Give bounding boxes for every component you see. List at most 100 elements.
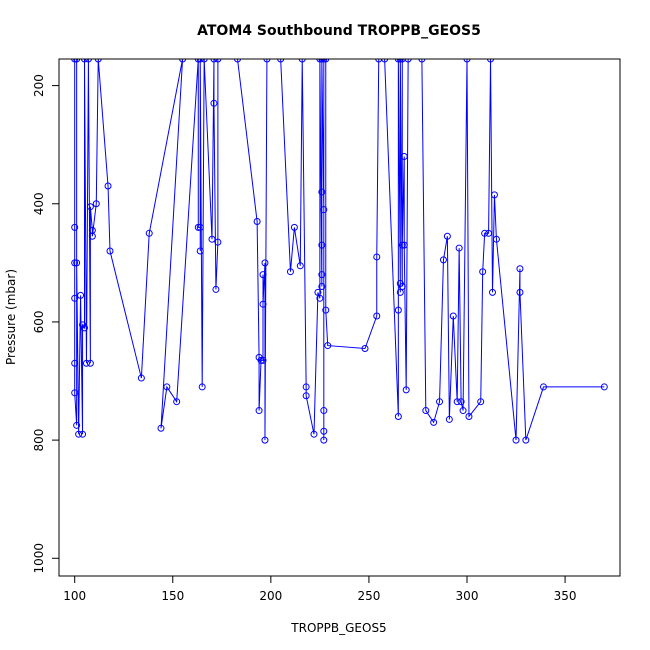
data-point <box>600 383 608 391</box>
data-point <box>318 59 326 63</box>
data-point <box>320 427 328 435</box>
data-point <box>381 59 389 63</box>
data-point <box>234 59 241 63</box>
data-point <box>439 256 447 264</box>
data-point <box>173 398 181 406</box>
data-point <box>194 59 202 63</box>
data-point <box>436 398 444 406</box>
data-point <box>516 265 524 273</box>
data-point <box>422 407 430 415</box>
data-point <box>430 418 438 426</box>
y-tick-label: 200 <box>32 74 46 97</box>
data-point <box>179 59 187 63</box>
x-tick-label: 150 <box>161 589 184 603</box>
data-point <box>320 436 328 444</box>
data-point <box>320 206 328 214</box>
data-point <box>86 203 94 211</box>
plot-area <box>71 59 608 444</box>
data-point <box>298 59 306 63</box>
data-point <box>286 268 294 276</box>
data-point <box>210 99 218 107</box>
data-point <box>79 430 87 438</box>
data-point <box>208 235 216 243</box>
data-point <box>214 59 222 63</box>
data-point <box>71 259 79 267</box>
data-point <box>214 238 222 246</box>
data-point <box>104 182 112 190</box>
data-point <box>490 191 498 199</box>
data-point <box>398 282 406 290</box>
y-axis-label: Pressure (mbar) <box>4 269 18 365</box>
data-point <box>259 271 267 279</box>
data-point <box>86 359 94 367</box>
data-point <box>489 288 496 296</box>
data-point <box>516 288 524 296</box>
data-point <box>94 59 102 63</box>
data-point <box>522 436 530 444</box>
data-point <box>73 59 81 63</box>
data-point <box>137 374 145 382</box>
data-point <box>196 223 204 231</box>
data-point <box>398 59 406 63</box>
data-point <box>71 59 79 63</box>
x-tick-label: 250 <box>357 589 380 603</box>
chart-title: ATOM4 Southbound TROPPB_GEOS5 <box>197 23 481 39</box>
data-point <box>316 59 324 63</box>
data-point <box>261 436 269 444</box>
x-tick-label: 300 <box>456 589 479 603</box>
data-point <box>394 59 402 63</box>
data-point <box>253 217 261 225</box>
data-point <box>322 306 330 314</box>
x-tick-label: 100 <box>63 589 86 603</box>
data-point <box>255 407 263 415</box>
data-point <box>512 436 520 444</box>
data-point <box>81 324 88 332</box>
data-point <box>77 291 85 299</box>
data-point <box>320 59 328 63</box>
data-point <box>212 285 220 293</box>
data-point <box>445 415 453 423</box>
data-point <box>145 229 153 237</box>
data-point <box>318 282 326 290</box>
data-point <box>492 235 500 243</box>
y-tick-label: 1000 <box>32 543 46 574</box>
y-tick-label: 600 <box>32 310 46 333</box>
data-point <box>396 59 404 63</box>
data-point <box>71 389 79 397</box>
data-point <box>373 253 381 261</box>
series-line <box>74 59 605 441</box>
data-point <box>81 59 88 63</box>
data-point <box>373 312 381 320</box>
data-point <box>400 241 408 249</box>
data-point <box>394 306 402 314</box>
data-point <box>71 359 79 367</box>
data-point <box>453 398 461 406</box>
data-point <box>163 383 171 391</box>
x-axis-label: TROPPB_GEOS5 <box>290 621 386 635</box>
data-point <box>455 244 463 252</box>
data-point <box>465 412 473 420</box>
data-point <box>259 300 267 308</box>
data-point <box>200 59 208 63</box>
x-axis: 100 150 200 250 300 350 <box>63 575 577 603</box>
data-point <box>198 383 206 391</box>
data-point <box>75 430 83 438</box>
data-point <box>477 398 485 406</box>
data-point <box>196 59 204 63</box>
data-point <box>481 229 489 237</box>
y-tick-label: 800 <box>32 429 46 452</box>
data-point <box>84 59 92 63</box>
x-tick-label: 200 <box>259 589 282 603</box>
data-point <box>71 223 79 231</box>
data-point <box>318 271 326 279</box>
data-point <box>418 59 426 63</box>
plot-frame <box>58 58 621 577</box>
data-point <box>302 392 310 400</box>
data-point <box>302 383 310 391</box>
data-point <box>88 232 96 240</box>
data-point <box>487 59 495 63</box>
data-point <box>296 262 304 270</box>
data-point <box>73 259 81 267</box>
data-point <box>394 412 402 420</box>
data-point <box>485 229 493 237</box>
